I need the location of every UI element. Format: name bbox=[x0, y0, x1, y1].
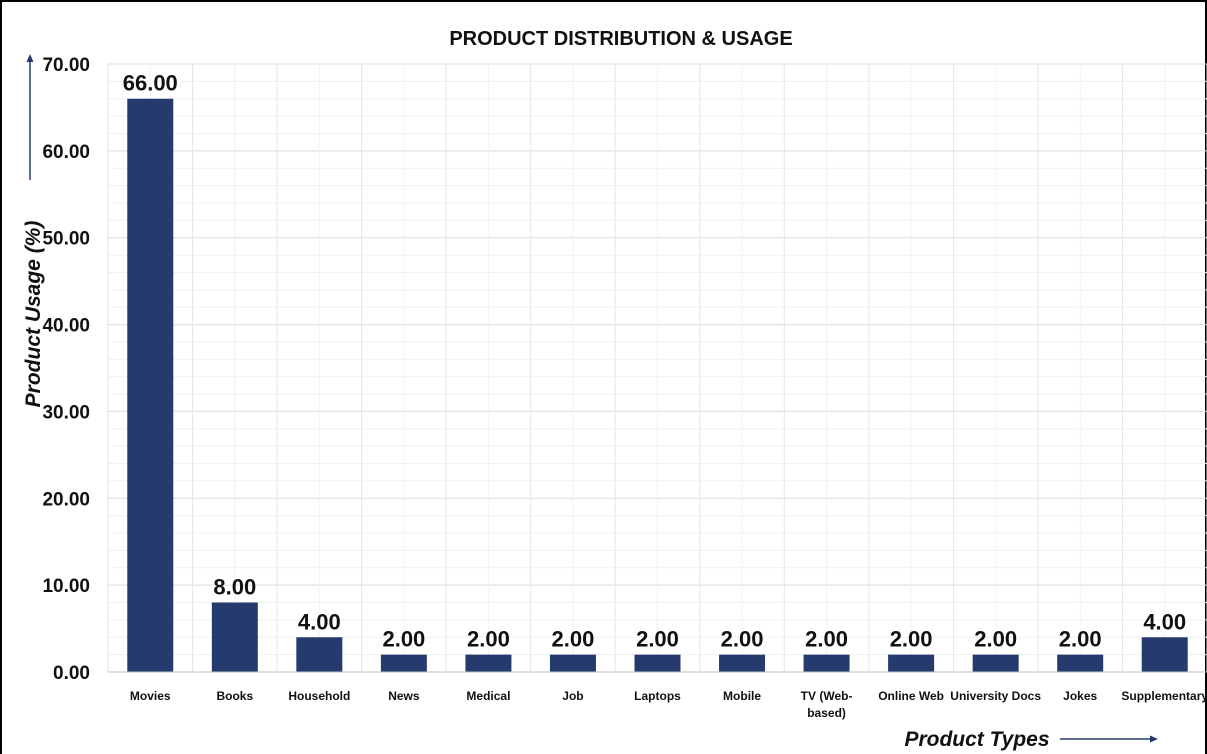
data-label: 2.00 bbox=[382, 627, 425, 652]
y-tick-label: 40.00 bbox=[42, 316, 90, 337]
x-tick-label: Mobile bbox=[723, 689, 761, 703]
y-tick-label: 50.00 bbox=[42, 229, 90, 250]
bar bbox=[211, 602, 258, 672]
bars bbox=[127, 98, 1188, 672]
data-labels: 66.00 8.00 4.00 2.00 2.00 2.00 2.00 2.00 2.00 2.0… bbox=[123, 71, 1186, 652]
data-label: 2.00 bbox=[636, 627, 679, 652]
bar bbox=[719, 654, 766, 672]
data-label: 66.00 bbox=[123, 71, 178, 96]
y-tick-label: 10.00 bbox=[42, 576, 90, 597]
chart-title: PRODUCT DISTRIBUTION & USAGE bbox=[449, 28, 792, 50]
data-label: 2.00 bbox=[552, 627, 595, 652]
x-tick-label: Supplementary bbox=[1121, 689, 1207, 703]
data-label: 8.00 bbox=[213, 575, 256, 600]
bar bbox=[972, 654, 1019, 672]
bar bbox=[296, 637, 343, 672]
bar bbox=[465, 654, 512, 672]
y-tick-label: 70.00 bbox=[42, 55, 90, 76]
data-label: 4.00 bbox=[1143, 609, 1186, 634]
y-tick-label: 30.00 bbox=[42, 402, 90, 423]
axes bbox=[26, 54, 1207, 743]
data-label: 2.00 bbox=[805, 627, 848, 652]
bar bbox=[549, 654, 596, 672]
bar bbox=[888, 654, 935, 672]
y-tick-label: 0.00 bbox=[53, 663, 90, 684]
x-tick-label: Job bbox=[562, 689, 583, 703]
y-axis-label: Product Usage (%) bbox=[22, 221, 45, 408]
y-tick-label: 60.00 bbox=[42, 142, 90, 163]
x-tick-label: Jokes bbox=[1063, 689, 1097, 703]
data-label: 2.00 bbox=[467, 627, 510, 652]
x-tick-label: TV (Web-based) bbox=[801, 689, 853, 720]
y-tick-label: 20.00 bbox=[42, 489, 90, 510]
bar bbox=[803, 654, 850, 672]
x-axis-arrowhead bbox=[1150, 735, 1158, 743]
x-tick-label: University Docs bbox=[950, 689, 1041, 703]
bar bbox=[1141, 637, 1188, 672]
x-axis-ticks: Movies Books Household News Medical Job Laptop… bbox=[130, 689, 1207, 720]
bar bbox=[380, 654, 427, 672]
bar bbox=[1057, 654, 1104, 672]
x-tick-label: Household bbox=[288, 689, 350, 703]
x-tick-label: Movies bbox=[130, 689, 171, 703]
bar bbox=[127, 98, 174, 672]
y-axis-ticks: 0.00 10.00 20.00 30.00 40.00 50.00 60.00 70.00 bbox=[42, 55, 90, 684]
x-tick-label: Online Web bbox=[878, 689, 944, 703]
data-label: 2.00 bbox=[1059, 627, 1102, 652]
x-tick-label: Books bbox=[216, 689, 253, 703]
y-axis-arrowhead bbox=[26, 54, 34, 62]
x-tick-label: News bbox=[388, 689, 420, 703]
x-axis-label: Product Types bbox=[904, 728, 1049, 751]
data-label: 2.00 bbox=[890, 627, 933, 652]
x-tick-label: Laptops bbox=[634, 689, 681, 703]
x-tick-label: Medical bbox=[466, 689, 510, 703]
data-label: 2.00 bbox=[974, 627, 1017, 652]
data-label: 4.00 bbox=[298, 609, 341, 634]
grid-lines bbox=[107, 63, 1207, 673]
bar bbox=[634, 654, 681, 672]
data-label: 2.00 bbox=[721, 627, 764, 652]
